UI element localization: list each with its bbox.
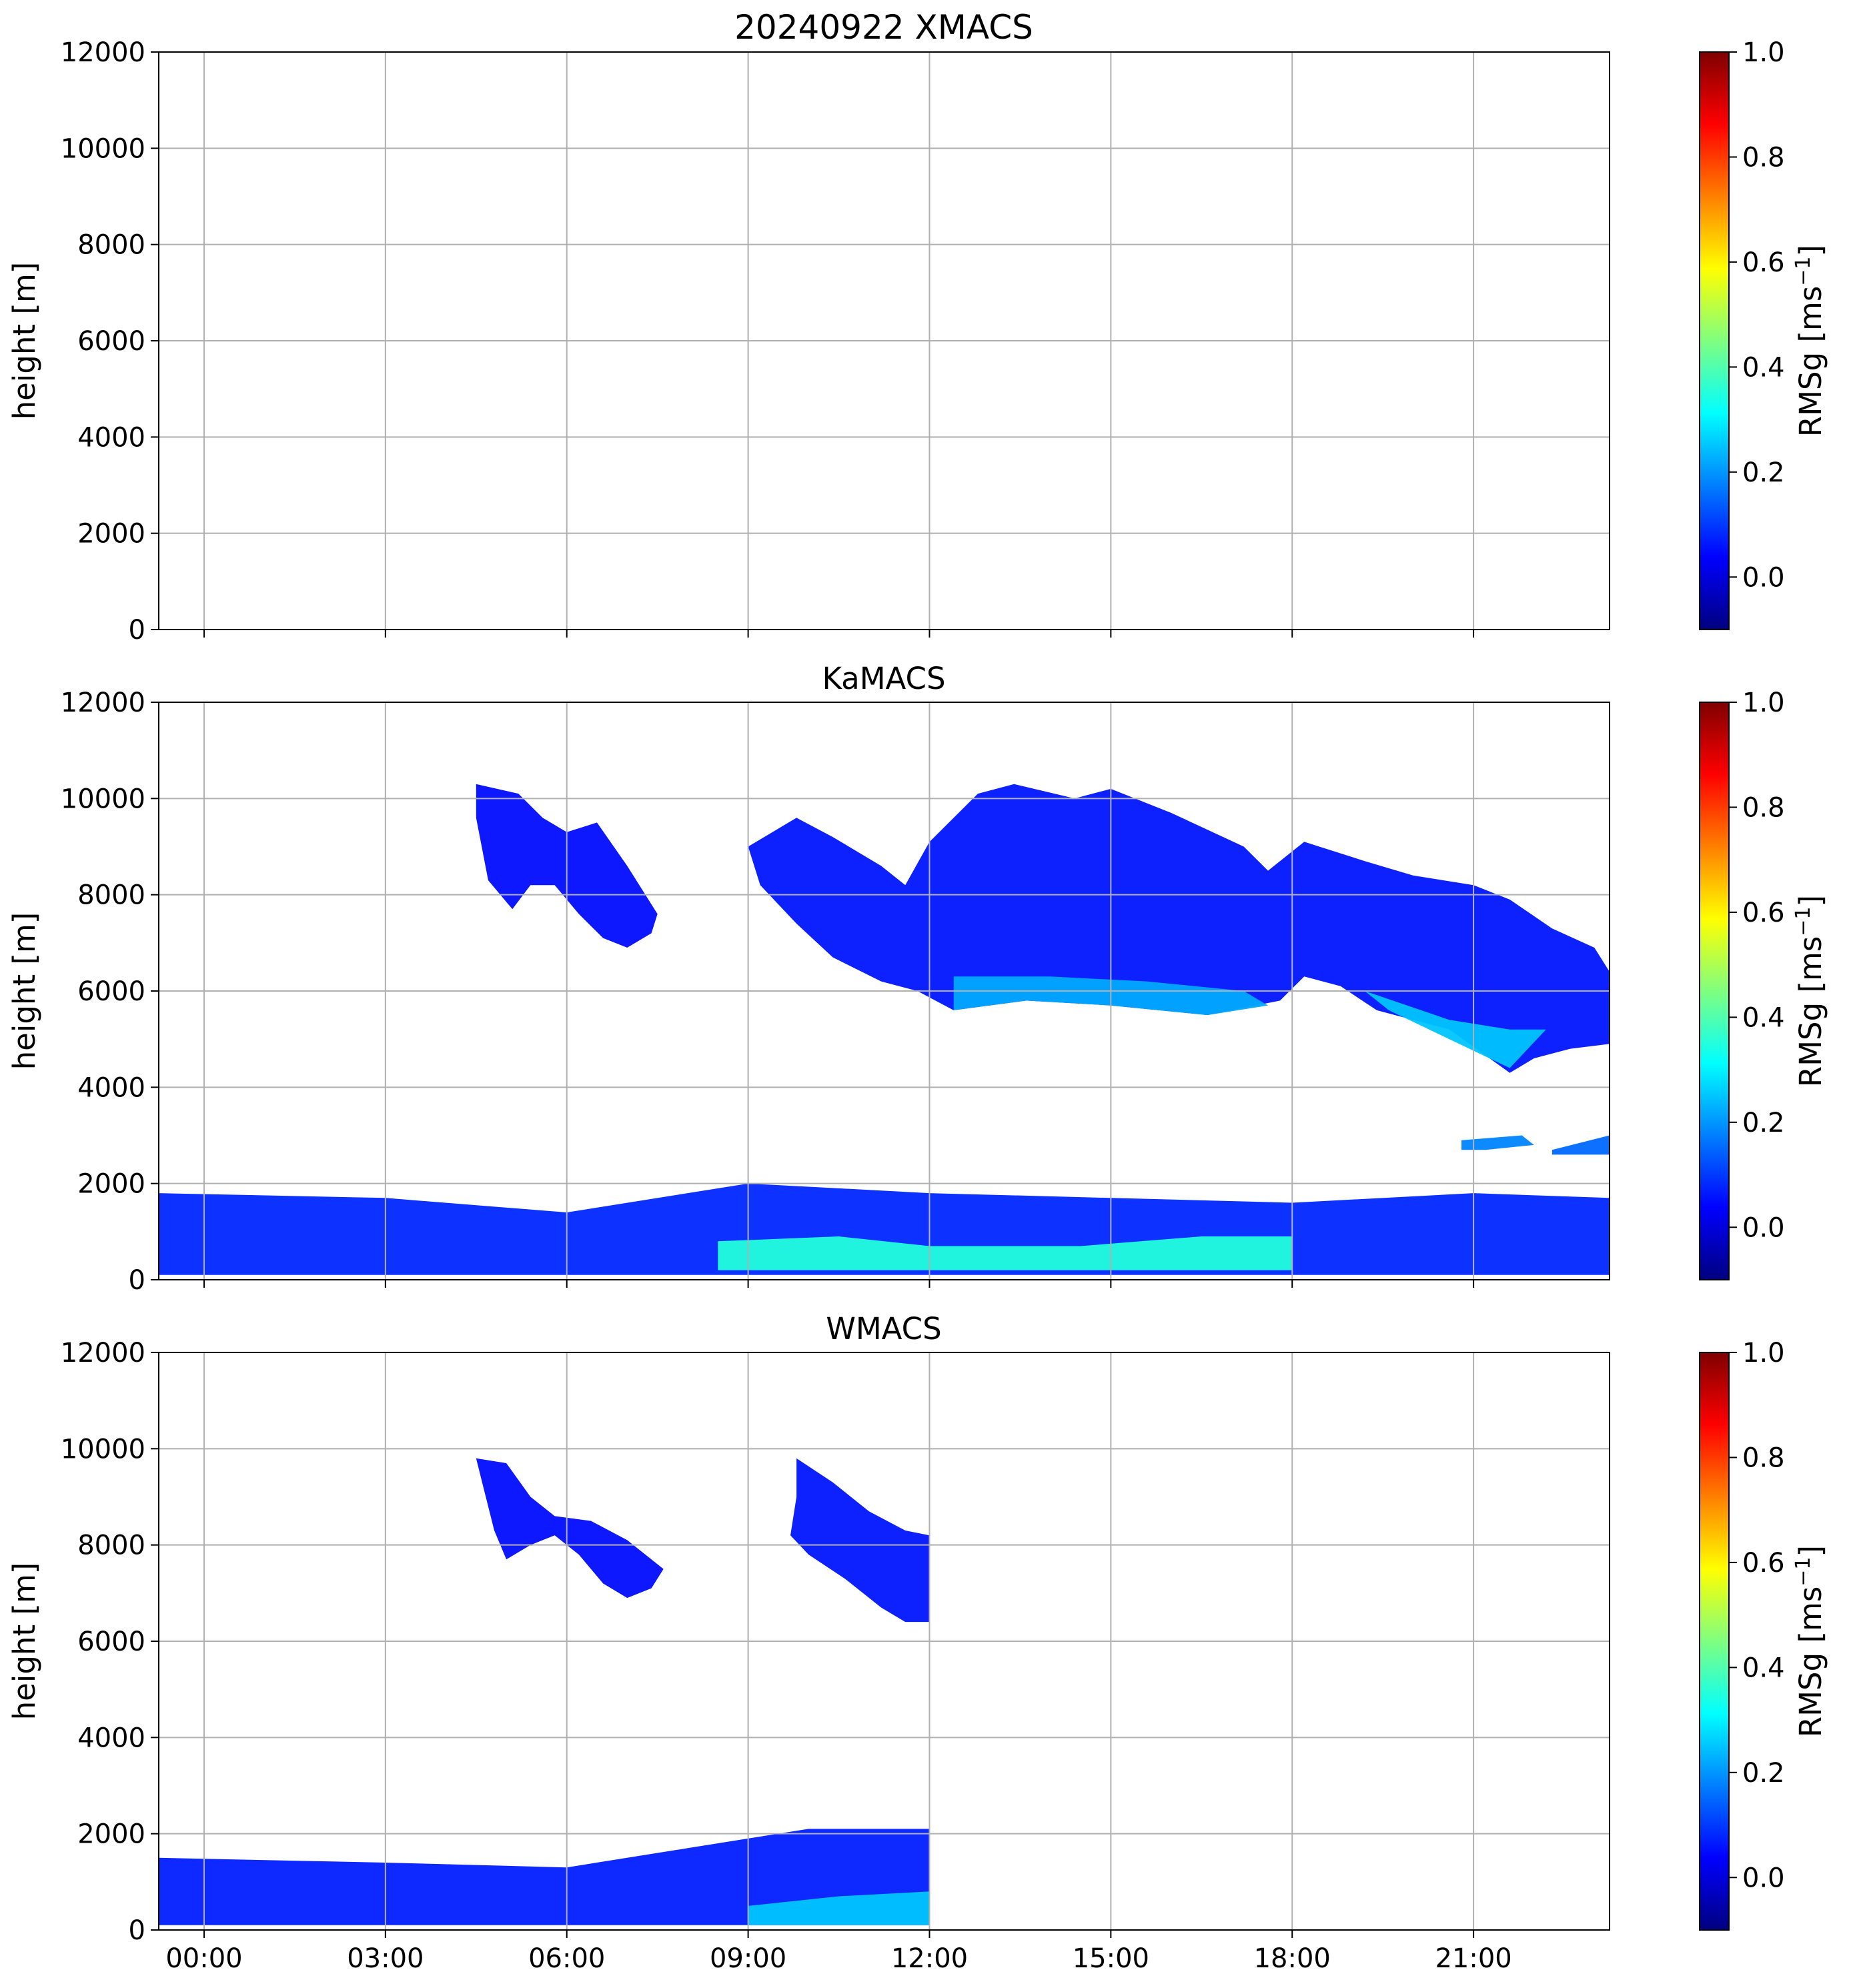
figure-title: 20240922 XMACS	[734, 8, 1033, 47]
ytick-label: 12000	[61, 688, 145, 718]
colorbar-tick-label: 0.4	[1742, 1653, 1785, 1683]
colorbar-label: RMSg [ms−1]	[1792, 245, 1829, 437]
region-boundary-layer	[159, 1829, 930, 1925]
xtick-label: 21:00	[1435, 1943, 1511, 1974]
colorbar-tick-label: 1.0	[1742, 37, 1785, 68]
ytick-label: 4000	[77, 1072, 145, 1103]
ytick-label: 6000	[77, 1627, 145, 1657]
region-cirrus-tail-enhanced	[1365, 991, 1546, 1068]
grid-xmacs	[159, 51, 1610, 630]
ytick-label: 10000	[61, 784, 145, 814]
ytick-label: 6000	[77, 976, 145, 1007]
ytick-label: 6000	[77, 326, 145, 357]
ytick-label: 0	[129, 1915, 145, 1946]
colorbar-tick-label: 0.0	[1742, 1212, 1785, 1243]
heatmap-wmacs	[159, 1458, 930, 1925]
xtick-label: 12:00	[891, 1943, 968, 1974]
colorbar-wmacs: 0.0 0.2 0.4 0.6 0.8 1.0 RMSg [ms−1]	[1699, 1338, 1829, 1931]
xaxis-kamacs	[203, 1280, 1475, 1288]
colorbar-tick-label: 0.4	[1742, 352, 1785, 383]
yaxis-wmacs: 0 2000 4000 6000 8000 10000 12000	[61, 1338, 159, 1946]
ylabel-xmacs: height [m]	[7, 262, 42, 420]
colorbar-tick-label: 0.8	[1742, 142, 1785, 173]
ytick-label: 10000	[61, 133, 145, 164]
colorbar-kamacs: 0.0 0.2 0.4 0.6 0.8 1.0 RMSg [ms−1]	[1699, 688, 1829, 1280]
region-cirrus-early	[476, 1458, 664, 1599]
region-boundary-layer-core	[718, 1236, 1293, 1270]
xtick-label: 15:00	[1073, 1943, 1149, 1974]
region-boundary-layer-core	[748, 1891, 930, 1925]
colorbar-label: RMSg [ms−1]	[1792, 895, 1829, 1087]
xtick-label: 03:00	[347, 1943, 424, 1974]
ytick-label: 2000	[77, 1819, 145, 1850]
ytick-label: 10000	[61, 1434, 145, 1464]
colorbar-gradient	[1699, 51, 1730, 630]
yaxis-kamacs: 0 2000 4000 6000 8000 10000 12000	[61, 688, 159, 1296]
xaxis-xmacs	[203, 630, 1475, 638]
colorbar-xmacs: 0.0 0.2 0.4 0.6 0.8 1.0 RMSg [ms−1]	[1699, 37, 1829, 630]
colorbar-tick-label: 0.6	[1742, 247, 1785, 278]
heatmap-kamacs	[159, 784, 1610, 1275]
panel-title-kamacs: KaMACS	[822, 661, 945, 696]
ytick-label: 12000	[61, 37, 145, 68]
ytick-label: 2000	[77, 519, 145, 550]
region-layer-3km-a	[1461, 1135, 1534, 1150]
ytick-label: 0	[129, 615, 145, 646]
yaxis-xmacs: 0 2000 4000 6000 8000 10000 12000	[61, 37, 159, 646]
ytick-label: 0	[129, 1265, 145, 1296]
xtick-label: 06:00	[528, 1943, 605, 1974]
colorbar-tick-label: 1.0	[1742, 1338, 1785, 1368]
panel-title-wmacs: WMACS	[826, 1311, 941, 1346]
panel-xmacs: 20240922 XMACS 0 2000 4000 6000 8000 10000 120…	[7, 8, 1828, 646]
colorbar-tick-label: 0.8	[1742, 792, 1785, 823]
ytick-label: 4000	[77, 422, 145, 453]
ytick-label: 4000	[77, 1723, 145, 1753]
ytick-label: 8000	[77, 230, 145, 261]
region-layer-3km-b	[1552, 1135, 1610, 1155]
xaxis-wmacs: 00:00 03:00 06:00 09:00 12:00 15:00 18:00 21:00	[165, 1930, 1512, 1974]
ylabel-kamacs: height [m]	[7, 912, 42, 1070]
colorbar-gradient	[1699, 1352, 1730, 1931]
colorbar-tick-label: 0.6	[1742, 898, 1785, 928]
colorbar-label: RMSg [ms−1]	[1792, 1545, 1829, 1737]
colorbar-tick-label: 0.4	[1742, 1002, 1785, 1033]
ytick-label: 8000	[77, 1531, 145, 1561]
colorbar-tick-label: 0.2	[1742, 1758, 1785, 1789]
ylabel-wmacs: height [m]	[7, 1563, 42, 1721]
ytick-label: 12000	[61, 1338, 145, 1368]
colorbar-tick-label: 0.0	[1742, 562, 1785, 593]
colorbar-tick-label: 0.6	[1742, 1548, 1785, 1579]
colorbar-tick-label: 0.2	[1742, 457, 1785, 488]
ytick-label: 2000	[77, 1169, 145, 1200]
panel-kamacs: KaMACS 0 2000 4000 6000 8000 10000 12000 heigh…	[7, 661, 1828, 1296]
xtick-label: 18:00	[1254, 1943, 1331, 1974]
xtick-label: 09:00	[710, 1943, 786, 1974]
colorbar-tick-label: 0.0	[1742, 1863, 1785, 1893]
colorbar-tick-label: 0.2	[1742, 1108, 1785, 1138]
region-cirrus-late	[790, 1458, 930, 1623]
colorbar-tick-label: 1.0	[1742, 688, 1785, 718]
colorbar-gradient	[1699, 702, 1730, 1280]
ytick-label: 8000	[77, 880, 145, 911]
colorbar-tick-label: 0.8	[1742, 1442, 1785, 1473]
xtick-label: 00:00	[165, 1943, 242, 1974]
